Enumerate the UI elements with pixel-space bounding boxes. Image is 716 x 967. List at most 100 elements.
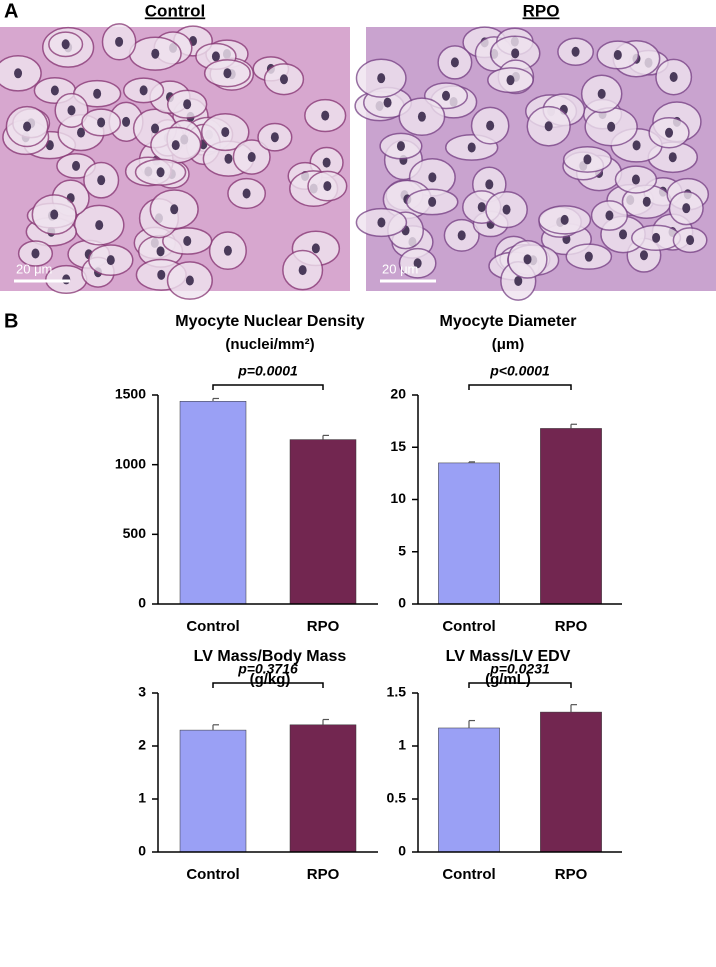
- nucleus: [502, 204, 511, 215]
- y-tick-label: 3: [138, 684, 146, 700]
- nucleus: [224, 153, 233, 164]
- y-tick-label: 10: [390, 490, 406, 506]
- y-tick-label: 2: [138, 737, 146, 753]
- nucleus: [506, 75, 515, 86]
- nucleus: [486, 120, 495, 131]
- nucleus: [72, 160, 81, 171]
- y-tick-label: 1.5: [387, 684, 407, 700]
- p-value: p=0.3716: [237, 661, 298, 677]
- nucleus: [156, 246, 165, 257]
- nucleus: [560, 214, 569, 225]
- nucleus: [67, 105, 76, 116]
- error-bar: [570, 704, 577, 713]
- nucleus: [50, 85, 59, 96]
- nucleus: [652, 232, 661, 243]
- nucleus: [157, 269, 166, 280]
- x-tick-label: Control: [442, 866, 495, 883]
- image-title: Control: [145, 1, 205, 20]
- nucleus: [613, 49, 622, 60]
- bar: [179, 729, 247, 853]
- y-tick-label: 20: [390, 386, 406, 402]
- error-bar: [468, 461, 475, 463]
- error-bar: [570, 423, 577, 429]
- nucleus: [377, 73, 386, 84]
- nucleus: [665, 127, 674, 138]
- nucleus: [221, 127, 230, 138]
- nucleus: [523, 254, 532, 265]
- x-tick-label: Control: [186, 618, 239, 635]
- chart-subtitle: (μm): [492, 336, 525, 353]
- nucleus: [23, 121, 32, 132]
- nucleus: [311, 243, 320, 254]
- bar: [179, 401, 247, 605]
- nucleus: [605, 210, 614, 221]
- nucleus: [171, 140, 180, 151]
- nucleus: [413, 258, 422, 269]
- y-tick-label: 15: [390, 438, 406, 454]
- nucleus: [323, 181, 332, 192]
- panel-label: A: [4, 0, 18, 22]
- nucleus: [62, 274, 71, 285]
- nucleus: [97, 117, 106, 128]
- nucleus: [619, 229, 628, 240]
- nucleus: [185, 275, 194, 286]
- bar: [289, 724, 357, 853]
- nucleus: [583, 154, 592, 165]
- nucleus: [156, 167, 165, 178]
- x-tick-label: RPO: [307, 618, 340, 635]
- nucleus: [242, 188, 251, 199]
- nucleus: [377, 217, 386, 228]
- chart-subtitle: (nuclei/mm²): [225, 336, 314, 353]
- panel-label: B: [4, 310, 18, 332]
- nucleus: [115, 36, 124, 47]
- significance-bracket: [468, 682, 572, 688]
- nucleus: [122, 116, 131, 127]
- nucleus: [584, 251, 593, 262]
- nucleus: [668, 152, 677, 163]
- nucleus: [247, 152, 256, 163]
- x-tick-label: Control: [442, 618, 495, 635]
- nucleus: [511, 48, 520, 59]
- nucleus: [97, 175, 106, 186]
- nucleus: [450, 57, 459, 68]
- error-bar: [322, 718, 329, 725]
- error-bar: [468, 719, 475, 728]
- y-tick-label: 0: [398, 595, 406, 611]
- bar: [289, 439, 357, 605]
- chart-title: LV Mass/Body Mass: [194, 648, 347, 665]
- nucleus: [607, 121, 616, 132]
- scale-bar-label: 20 μm: [382, 261, 418, 276]
- nucleus: [139, 85, 148, 96]
- nucleus: [669, 72, 678, 83]
- nucleus: [477, 202, 486, 213]
- x-tick-label: RPO: [555, 866, 588, 883]
- significance-bracket: [212, 384, 324, 390]
- nucleus: [428, 172, 437, 183]
- nucleus: [61, 39, 70, 50]
- nucleus: [544, 121, 553, 132]
- p-value: p=0.0001: [237, 363, 298, 379]
- nucleus: [93, 88, 102, 99]
- nucleus: [321, 110, 330, 121]
- nucleus: [95, 220, 104, 231]
- nucleus: [223, 68, 232, 79]
- nucleus: [279, 74, 288, 85]
- nucleus: [597, 88, 606, 99]
- nucleus: [514, 275, 523, 286]
- nucleus: [428, 196, 437, 207]
- y-tick-label: 5: [398, 542, 406, 558]
- chart-title: Myocyte Nuclear Density: [175, 313, 365, 330]
- micrograph: [354, 26, 716, 301]
- y-tick-label: 0: [138, 595, 146, 611]
- chart-title: LV Mass/LV EDV: [446, 648, 571, 665]
- nucleus: [383, 97, 392, 108]
- bar: [438, 462, 500, 605]
- nucleus: [686, 235, 695, 246]
- y-tick-label: 0.5: [387, 790, 407, 806]
- nucleus: [223, 245, 232, 256]
- nucleus: [631, 174, 640, 185]
- significance-bracket: [468, 384, 572, 390]
- error-bar: [212, 397, 219, 402]
- micrograph: [0, 23, 350, 300]
